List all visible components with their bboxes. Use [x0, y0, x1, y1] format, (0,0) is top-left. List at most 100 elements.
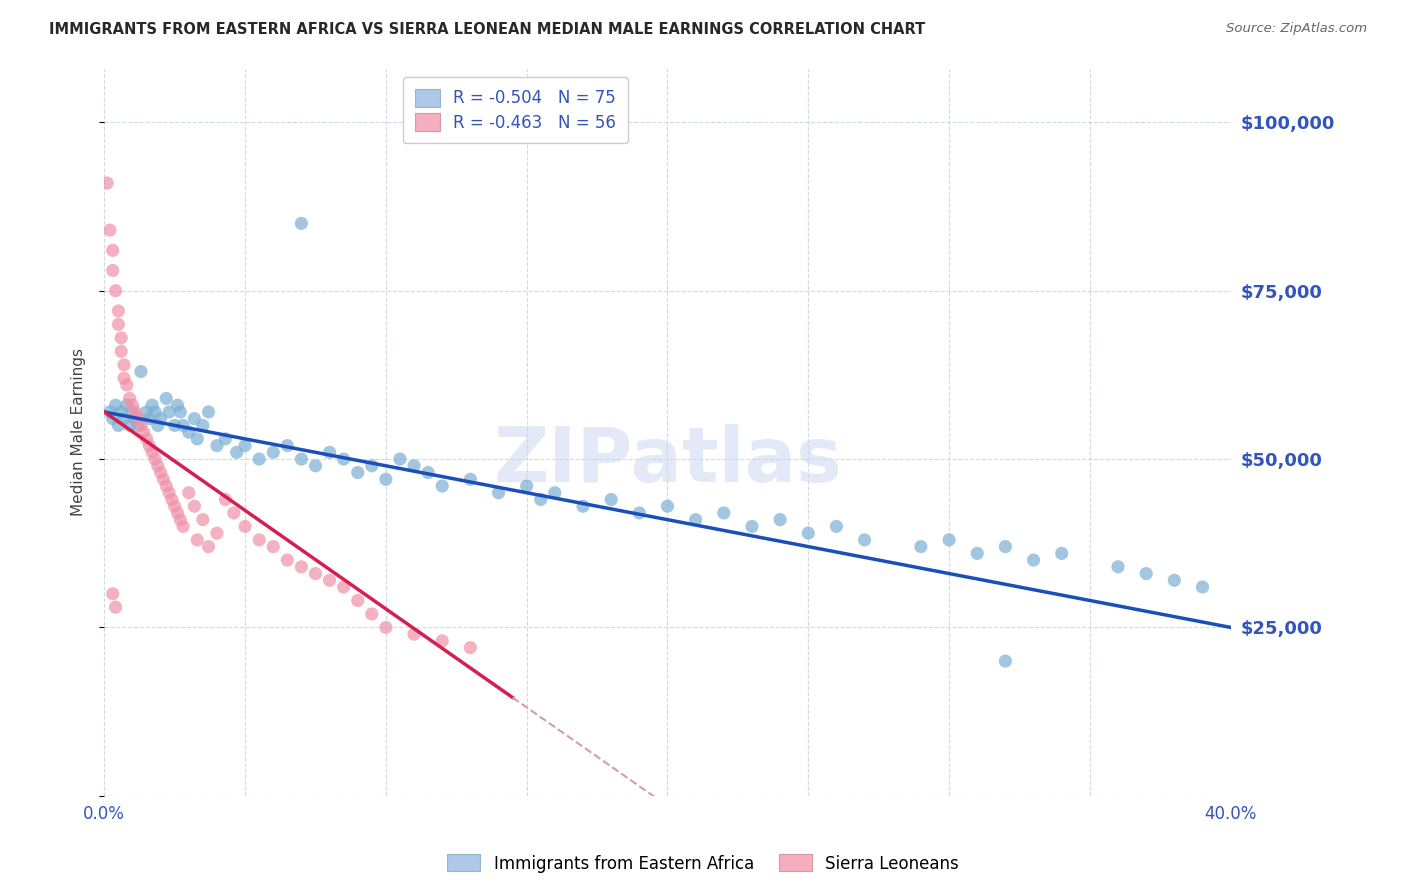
- Point: [225, 445, 247, 459]
- Point: [685, 513, 707, 527]
- Point: [388, 452, 411, 467]
- Point: [304, 566, 326, 581]
- Point: [276, 553, 298, 567]
- Point: [183, 499, 205, 513]
- Text: ZIPatlas: ZIPatlas: [494, 425, 842, 499]
- Point: [402, 627, 425, 641]
- Point: [1191, 580, 1213, 594]
- Point: [127, 418, 149, 433]
- Point: [233, 519, 256, 533]
- Point: [177, 485, 200, 500]
- Point: [966, 546, 988, 560]
- Point: [143, 405, 166, 419]
- Point: [110, 344, 132, 359]
- Point: [115, 378, 138, 392]
- Point: [107, 304, 129, 318]
- Point: [157, 485, 180, 500]
- Point: [155, 392, 177, 406]
- Point: [127, 411, 149, 425]
- Y-axis label: Median Male Earnings: Median Male Earnings: [72, 348, 86, 516]
- Point: [146, 458, 169, 473]
- Point: [402, 458, 425, 473]
- Point: [143, 452, 166, 467]
- Point: [172, 519, 194, 533]
- Point: [124, 411, 146, 425]
- Point: [157, 405, 180, 419]
- Point: [166, 506, 188, 520]
- Point: [304, 458, 326, 473]
- Point: [1022, 553, 1045, 567]
- Point: [318, 445, 340, 459]
- Point: [197, 405, 219, 419]
- Point: [146, 418, 169, 433]
- Point: [96, 176, 118, 190]
- Point: [112, 358, 135, 372]
- Point: [191, 418, 214, 433]
- Point: [107, 318, 129, 332]
- Point: [110, 405, 132, 419]
- Point: [910, 540, 932, 554]
- Point: [129, 365, 152, 379]
- Point: [262, 445, 284, 459]
- Point: [121, 405, 143, 419]
- Point: [191, 513, 214, 527]
- Point: [98, 223, 121, 237]
- Point: [141, 398, 163, 412]
- Point: [124, 405, 146, 419]
- Point: [129, 418, 152, 433]
- Point: [600, 492, 623, 507]
- Point: [186, 533, 208, 547]
- Point: [853, 533, 876, 547]
- Point: [169, 513, 191, 527]
- Point: [1107, 559, 1129, 574]
- Point: [110, 331, 132, 345]
- Point: [101, 587, 124, 601]
- Point: [205, 439, 228, 453]
- Point: [318, 574, 340, 588]
- Point: [332, 580, 354, 594]
- Point: [290, 216, 312, 230]
- Point: [544, 485, 567, 500]
- Point: [101, 411, 124, 425]
- Point: [713, 506, 735, 520]
- Point: [460, 472, 482, 486]
- Point: [183, 411, 205, 425]
- Point: [290, 452, 312, 467]
- Point: [138, 439, 160, 453]
- Point: [247, 533, 270, 547]
- Point: [488, 485, 510, 500]
- Point: [374, 620, 396, 634]
- Point: [112, 411, 135, 425]
- Point: [132, 425, 155, 439]
- Point: [360, 607, 382, 621]
- Point: [101, 263, 124, 277]
- Point: [332, 452, 354, 467]
- Point: [741, 519, 763, 533]
- Point: [432, 633, 454, 648]
- Point: [432, 479, 454, 493]
- Point: [247, 452, 270, 467]
- Point: [994, 654, 1017, 668]
- Legend: Immigrants from Eastern Africa, Sierra Leoneans: Immigrants from Eastern Africa, Sierra L…: [440, 847, 966, 880]
- Point: [115, 398, 138, 412]
- Point: [222, 506, 245, 520]
- Point: [107, 418, 129, 433]
- Point: [628, 506, 651, 520]
- Legend: R = -0.504   N = 75, R = -0.463   N = 56: R = -0.504 N = 75, R = -0.463 N = 56: [404, 77, 627, 144]
- Point: [141, 445, 163, 459]
- Point: [112, 371, 135, 385]
- Point: [290, 559, 312, 574]
- Point: [214, 432, 236, 446]
- Point: [152, 472, 174, 486]
- Point: [177, 425, 200, 439]
- Point: [994, 540, 1017, 554]
- Point: [769, 513, 792, 527]
- Point: [825, 519, 848, 533]
- Point: [118, 392, 141, 406]
- Point: [101, 244, 124, 258]
- Point: [572, 499, 595, 513]
- Point: [135, 432, 157, 446]
- Point: [186, 432, 208, 446]
- Point: [460, 640, 482, 655]
- Point: [121, 398, 143, 412]
